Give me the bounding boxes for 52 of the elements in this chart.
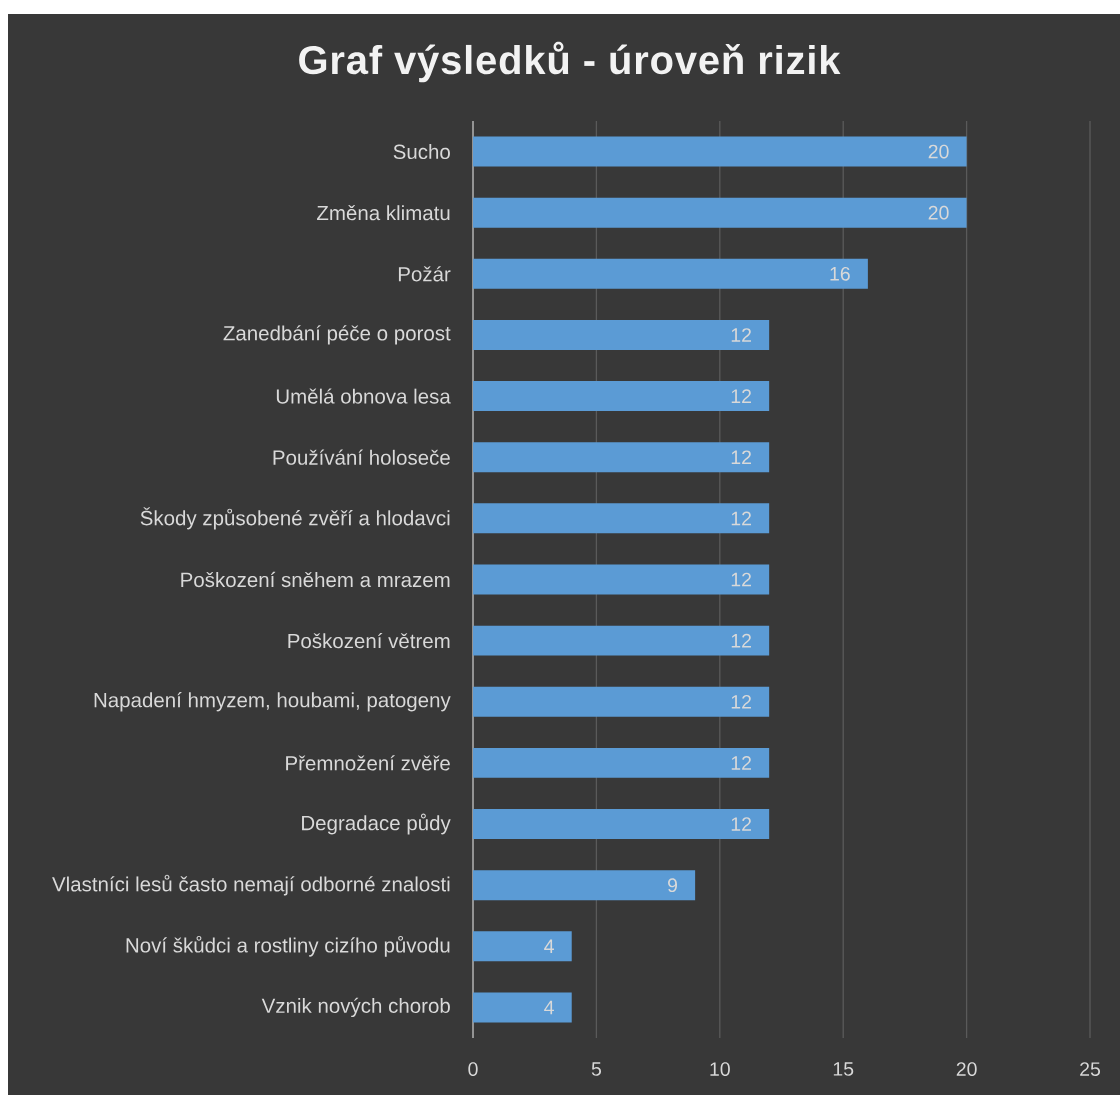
data-label: 12 [731,817,751,831]
x-tick-label: 10 [710,1062,730,1076]
x-tick-label: 20 [956,1062,977,1076]
y-tick-label: Napadení hmyzem, houbami, patogeny [94,692,451,712]
y-tick-label: Noví škůdci a rostliny cizího původu [126,935,450,957]
y-tick-label: Používání holoseče [273,449,450,465]
x-tick-label: 15 [833,1062,854,1076]
data-label: 20 [928,144,949,159]
y-tick-label: Přemnožení zvěře [286,755,450,771]
y-tick-label: Umělá obnova lesa [276,388,451,404]
bar [473,442,770,473]
data-label: 9 [668,878,677,893]
bar [473,686,770,717]
x-tick-label: 0 [468,1062,478,1076]
y-tick-label: Poškození větrem [288,632,450,649]
y-tick-label: Vznik nových chorob [261,997,450,1018]
data-label: 12 [731,694,751,709]
data-label: 12 [731,633,751,648]
y-tick-label: Požár [398,266,451,282]
y-tick-label: Degradace půdy [302,813,451,835]
y-tick-label: Změna klimatu [317,205,450,221]
data-label: 12 [731,328,751,342]
x-tick-label: 25 [1080,1062,1101,1076]
y-tick-label: Zanedbání péče o porost [223,325,451,345]
bar [473,258,868,289]
data-label: 12 [731,756,751,770]
bar [473,870,696,901]
x-tick-label: 5 [591,1062,602,1076]
bar [473,992,572,1023]
bar [473,747,770,778]
data-label: 16 [830,266,850,281]
y-tick-label: Poškození sněhem a mrazem [181,571,450,588]
bar [473,625,770,656]
bar [473,809,770,839]
data-label: 4 [544,939,554,953]
data-label: 20 [928,205,949,220]
bar [473,136,967,167]
data-label: 12 [731,511,751,526]
y-tick-label: Sucho [393,144,450,160]
bar [473,931,572,962]
data-label: 12 [731,572,751,587]
data-label: 4 [544,1000,554,1015]
bar [473,197,967,228]
data-label: 12 [731,389,751,403]
bar [473,503,770,534]
data-label: 12 [731,450,751,465]
y-tick-label: Vlastníci lesů často nemají odborné znalosti [52,874,450,896]
bar [473,319,770,350]
bar [473,381,770,412]
chart-title: Graf výsledků - úroveň rizik [299,41,841,83]
bar [473,564,770,595]
y-tick-label: Škody způsobené zvěří a hlodavci [140,507,450,530]
